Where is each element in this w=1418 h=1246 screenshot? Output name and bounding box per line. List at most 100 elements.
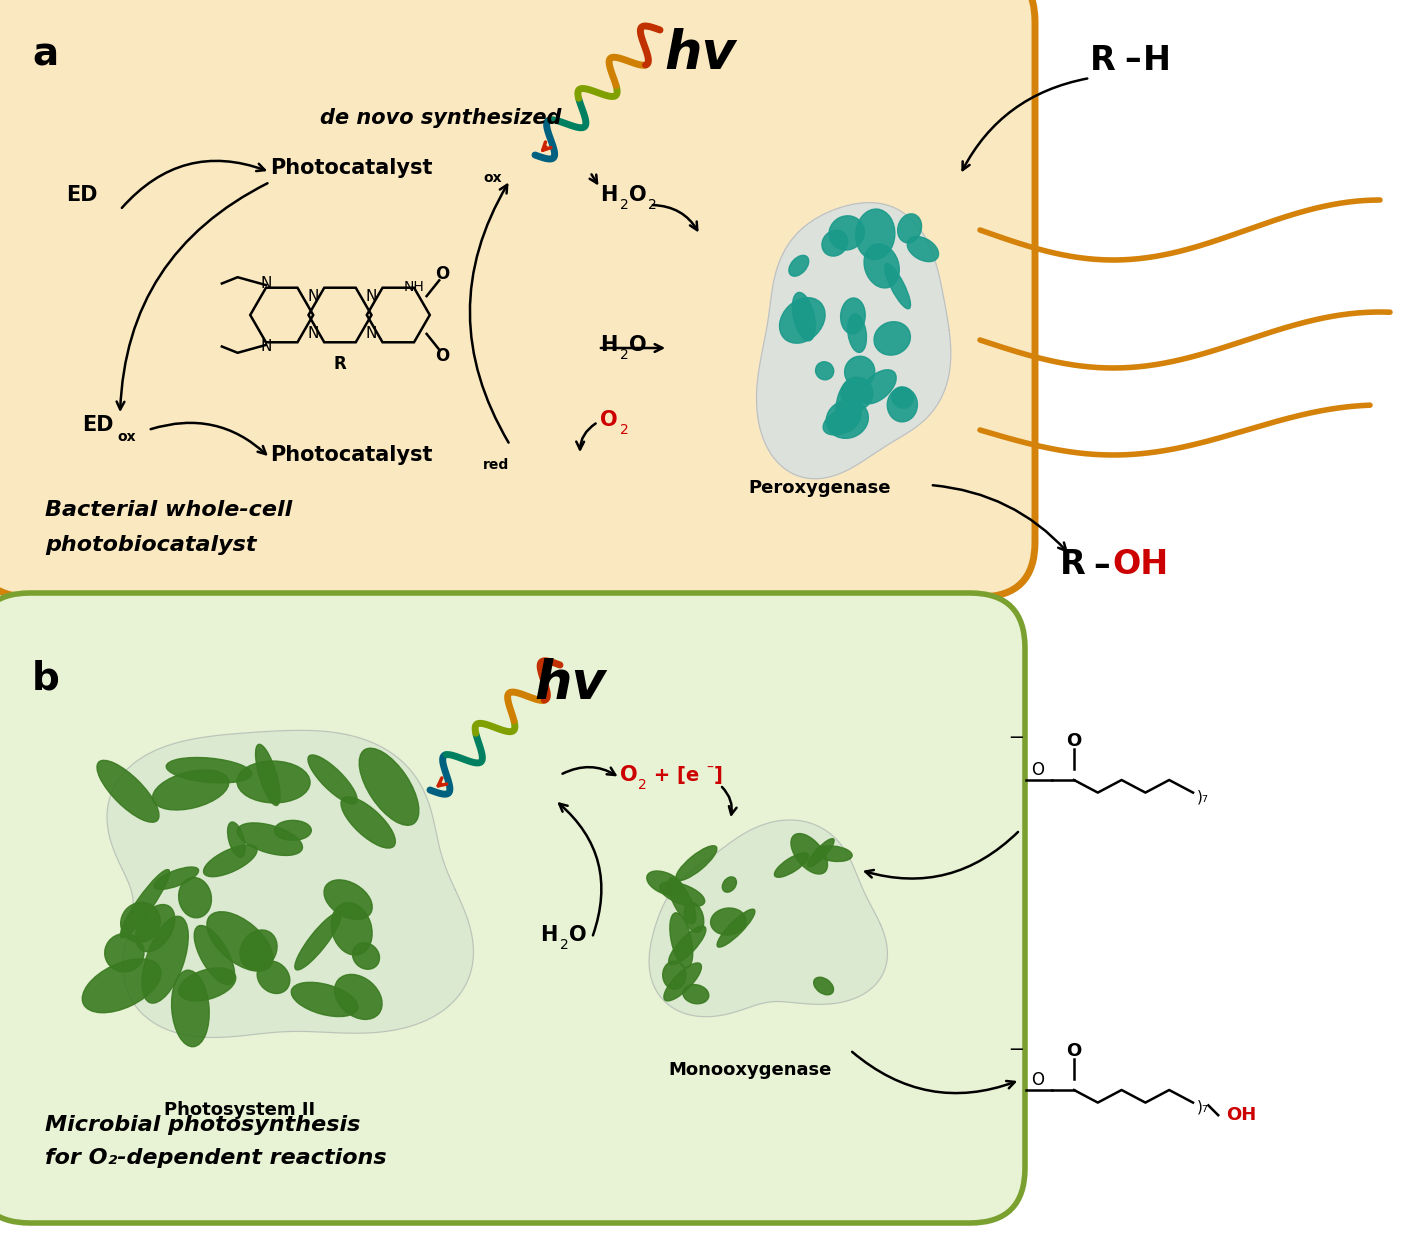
Ellipse shape — [885, 263, 910, 309]
Ellipse shape — [172, 971, 210, 1047]
Text: ED: ED — [82, 415, 113, 435]
Text: –: – — [1124, 44, 1140, 76]
Ellipse shape — [153, 770, 228, 810]
Text: red: red — [484, 459, 509, 472]
Text: R: R — [333, 355, 346, 373]
Text: Photocatalyst: Photocatalyst — [269, 445, 432, 465]
Ellipse shape — [142, 916, 189, 1003]
Ellipse shape — [82, 959, 162, 1013]
Text: R: R — [1061, 548, 1086, 582]
Text: 2: 2 — [638, 778, 647, 792]
Ellipse shape — [722, 877, 736, 892]
Text: 2: 2 — [560, 938, 569, 952]
Text: H: H — [540, 925, 557, 944]
Ellipse shape — [105, 933, 145, 972]
Polygon shape — [649, 820, 888, 1017]
Text: ─: ─ — [1010, 729, 1022, 748]
Ellipse shape — [888, 388, 917, 422]
Text: de novo synthesized: de novo synthesized — [320, 108, 562, 128]
Ellipse shape — [864, 244, 899, 288]
Text: O: O — [630, 184, 647, 206]
Text: Photocatalyst: Photocatalyst — [269, 158, 432, 178]
Ellipse shape — [291, 982, 357, 1017]
Ellipse shape — [908, 237, 939, 262]
Ellipse shape — [295, 912, 340, 969]
Text: O: O — [600, 410, 618, 430]
Ellipse shape — [669, 926, 706, 964]
Text: Peroxygenase: Peroxygenase — [749, 478, 892, 497]
Ellipse shape — [257, 961, 289, 993]
Ellipse shape — [340, 796, 396, 849]
Text: Microbial photosynthesis: Microbial photosynthesis — [45, 1115, 360, 1135]
Text: O: O — [1066, 731, 1082, 750]
Ellipse shape — [710, 908, 746, 934]
FancyBboxPatch shape — [0, 0, 1035, 597]
Text: O: O — [1031, 1072, 1044, 1089]
Text: –: – — [1093, 548, 1110, 582]
Polygon shape — [106, 730, 474, 1038]
Ellipse shape — [194, 926, 234, 984]
Ellipse shape — [237, 822, 302, 856]
Text: a: a — [33, 35, 58, 74]
Text: 2: 2 — [620, 348, 628, 363]
Ellipse shape — [647, 871, 683, 896]
Text: H: H — [600, 184, 617, 206]
Ellipse shape — [791, 834, 828, 873]
FancyBboxPatch shape — [0, 593, 1025, 1224]
Ellipse shape — [155, 867, 199, 890]
Ellipse shape — [837, 380, 862, 432]
Text: )₇: )₇ — [1197, 789, 1210, 805]
Ellipse shape — [121, 870, 170, 938]
Text: hv: hv — [535, 658, 605, 710]
Polygon shape — [757, 203, 951, 478]
Ellipse shape — [204, 845, 257, 877]
Text: 2: 2 — [620, 198, 628, 212]
Text: O: O — [620, 765, 638, 785]
Ellipse shape — [718, 910, 754, 947]
Ellipse shape — [815, 361, 834, 380]
Ellipse shape — [96, 760, 159, 822]
Ellipse shape — [683, 984, 709, 1004]
Ellipse shape — [892, 386, 913, 409]
Text: N: N — [261, 277, 272, 292]
Text: O: O — [435, 265, 450, 283]
Ellipse shape — [855, 209, 895, 259]
Ellipse shape — [774, 852, 808, 877]
Ellipse shape — [788, 255, 808, 277]
Text: Monooxygenase: Monooxygenase — [668, 1062, 832, 1079]
Ellipse shape — [308, 755, 357, 804]
Ellipse shape — [848, 314, 866, 353]
Text: )₇: )₇ — [1197, 1099, 1210, 1114]
Text: NH: NH — [404, 279, 424, 294]
Ellipse shape — [841, 298, 865, 334]
Text: O: O — [1031, 761, 1044, 779]
Text: N: N — [308, 325, 319, 340]
Ellipse shape — [332, 902, 372, 956]
Ellipse shape — [873, 321, 910, 355]
Ellipse shape — [683, 902, 703, 932]
Ellipse shape — [179, 877, 211, 918]
Ellipse shape — [359, 748, 418, 825]
Text: O: O — [630, 335, 647, 355]
Text: R: R — [1090, 44, 1116, 76]
Text: N: N — [366, 325, 377, 340]
Text: ox: ox — [484, 171, 502, 184]
Ellipse shape — [793, 293, 815, 341]
Text: N: N — [261, 339, 272, 354]
Ellipse shape — [845, 356, 875, 388]
Text: ED: ED — [67, 184, 98, 206]
Text: OH: OH — [1112, 548, 1168, 582]
Text: N: N — [366, 289, 377, 304]
Ellipse shape — [136, 905, 174, 952]
Text: ─: ─ — [1010, 1040, 1022, 1059]
Ellipse shape — [669, 913, 693, 968]
Ellipse shape — [237, 761, 311, 802]
Ellipse shape — [807, 839, 834, 867]
Text: photobiocatalyst: photobiocatalyst — [45, 535, 257, 554]
Ellipse shape — [859, 370, 896, 404]
Ellipse shape — [662, 961, 686, 989]
Ellipse shape — [240, 930, 277, 969]
Ellipse shape — [841, 378, 872, 410]
Text: O: O — [435, 346, 450, 365]
Ellipse shape — [668, 878, 696, 923]
